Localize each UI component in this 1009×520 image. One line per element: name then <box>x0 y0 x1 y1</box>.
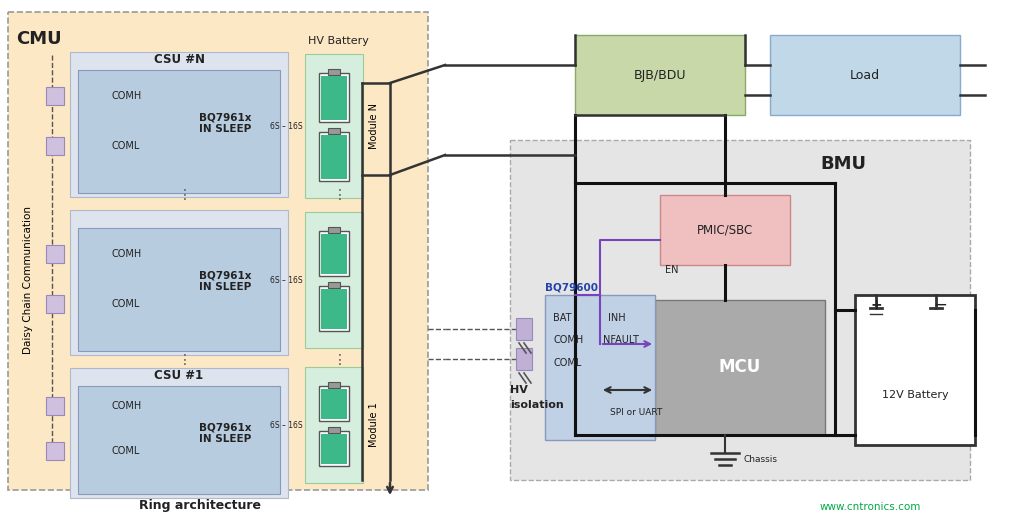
Text: isolation: isolation <box>510 400 564 410</box>
FancyBboxPatch shape <box>319 286 349 331</box>
Text: COMH: COMH <box>112 91 142 101</box>
Text: 12V Battery: 12V Battery <box>882 390 948 400</box>
FancyBboxPatch shape <box>328 69 340 75</box>
Text: INH: INH <box>608 313 626 323</box>
Text: Load: Load <box>850 69 880 82</box>
FancyBboxPatch shape <box>70 52 288 197</box>
FancyBboxPatch shape <box>46 397 64 415</box>
FancyBboxPatch shape <box>321 135 347 179</box>
Text: ⋮: ⋮ <box>178 353 192 367</box>
Text: PMIC/SBC: PMIC/SBC <box>697 224 753 237</box>
Text: COML: COML <box>112 446 140 456</box>
FancyBboxPatch shape <box>328 282 340 288</box>
Text: BJB/BDU: BJB/BDU <box>634 69 686 82</box>
Text: CSU #N: CSU #N <box>153 53 205 66</box>
FancyBboxPatch shape <box>319 231 349 276</box>
FancyBboxPatch shape <box>46 137 64 155</box>
FancyBboxPatch shape <box>545 295 655 440</box>
Text: 6S – 16S: 6S – 16S <box>270 276 303 284</box>
FancyBboxPatch shape <box>655 300 825 435</box>
Text: +: + <box>870 298 882 312</box>
FancyBboxPatch shape <box>46 87 64 105</box>
Text: −: − <box>933 296 946 314</box>
Text: ⋮: ⋮ <box>333 353 347 367</box>
Text: ⋮: ⋮ <box>333 188 347 202</box>
FancyBboxPatch shape <box>328 382 340 388</box>
Text: COML: COML <box>553 358 581 368</box>
FancyBboxPatch shape <box>328 227 340 233</box>
FancyBboxPatch shape <box>70 368 288 498</box>
FancyBboxPatch shape <box>328 427 340 433</box>
FancyBboxPatch shape <box>321 289 347 329</box>
Text: HV: HV <box>510 385 528 395</box>
Text: HV Battery: HV Battery <box>308 36 369 46</box>
Text: 6S – 16S: 6S – 16S <box>270 122 303 131</box>
Text: CSU #1: CSU #1 <box>154 369 204 382</box>
Text: EN: EN <box>665 265 678 275</box>
FancyBboxPatch shape <box>855 295 975 445</box>
Text: 6S – 16S: 6S – 16S <box>270 421 303 430</box>
FancyBboxPatch shape <box>319 386 349 421</box>
Text: NFAULT: NFAULT <box>603 335 639 345</box>
Text: CMU: CMU <box>16 30 62 48</box>
FancyBboxPatch shape <box>78 70 281 193</box>
FancyBboxPatch shape <box>78 228 281 351</box>
Text: Daisy Chain Communication: Daisy Chain Communication <box>23 206 33 354</box>
FancyBboxPatch shape <box>660 195 790 265</box>
FancyBboxPatch shape <box>321 389 347 419</box>
Text: COML: COML <box>112 141 140 151</box>
FancyBboxPatch shape <box>770 35 960 115</box>
Text: BQ79600: BQ79600 <box>545 282 598 292</box>
FancyBboxPatch shape <box>8 12 428 490</box>
Text: SPI or UART: SPI or UART <box>610 408 662 417</box>
FancyBboxPatch shape <box>319 73 349 122</box>
FancyBboxPatch shape <box>78 386 281 494</box>
FancyBboxPatch shape <box>516 318 532 340</box>
FancyBboxPatch shape <box>321 76 347 120</box>
Text: ⋮: ⋮ <box>178 188 192 202</box>
Text: BQ7961x
IN SLEEP: BQ7961x IN SLEEP <box>199 270 251 292</box>
Text: COMH: COMH <box>112 401 142 411</box>
FancyBboxPatch shape <box>321 234 347 274</box>
Text: MCU: MCU <box>718 358 761 376</box>
FancyBboxPatch shape <box>46 245 64 263</box>
FancyBboxPatch shape <box>319 132 349 181</box>
Text: COMH: COMH <box>112 249 142 259</box>
Text: Ring architecture: Ring architecture <box>139 499 261 512</box>
FancyBboxPatch shape <box>510 140 970 480</box>
FancyBboxPatch shape <box>46 295 64 313</box>
FancyBboxPatch shape <box>321 434 347 464</box>
Text: BQ7961x
IN SLEEP: BQ7961x IN SLEEP <box>199 112 251 134</box>
Text: Chassis: Chassis <box>743 455 777 464</box>
Text: BQ7961x
IN SLEEP: BQ7961x IN SLEEP <box>199 422 251 444</box>
FancyBboxPatch shape <box>305 212 363 348</box>
FancyBboxPatch shape <box>305 54 363 198</box>
Text: COMH: COMH <box>553 335 583 345</box>
Text: BAT: BAT <box>553 313 571 323</box>
FancyBboxPatch shape <box>70 210 288 355</box>
FancyBboxPatch shape <box>328 128 340 134</box>
FancyBboxPatch shape <box>575 35 745 115</box>
Text: Module N: Module N <box>369 103 379 149</box>
FancyBboxPatch shape <box>305 367 363 483</box>
Text: COML: COML <box>112 299 140 309</box>
FancyBboxPatch shape <box>516 348 532 370</box>
FancyBboxPatch shape <box>319 431 349 466</box>
Text: Module 1: Module 1 <box>369 402 379 447</box>
Text: BMU: BMU <box>820 155 866 173</box>
Text: www.cntronics.com: www.cntronics.com <box>819 502 920 512</box>
FancyBboxPatch shape <box>46 442 64 460</box>
